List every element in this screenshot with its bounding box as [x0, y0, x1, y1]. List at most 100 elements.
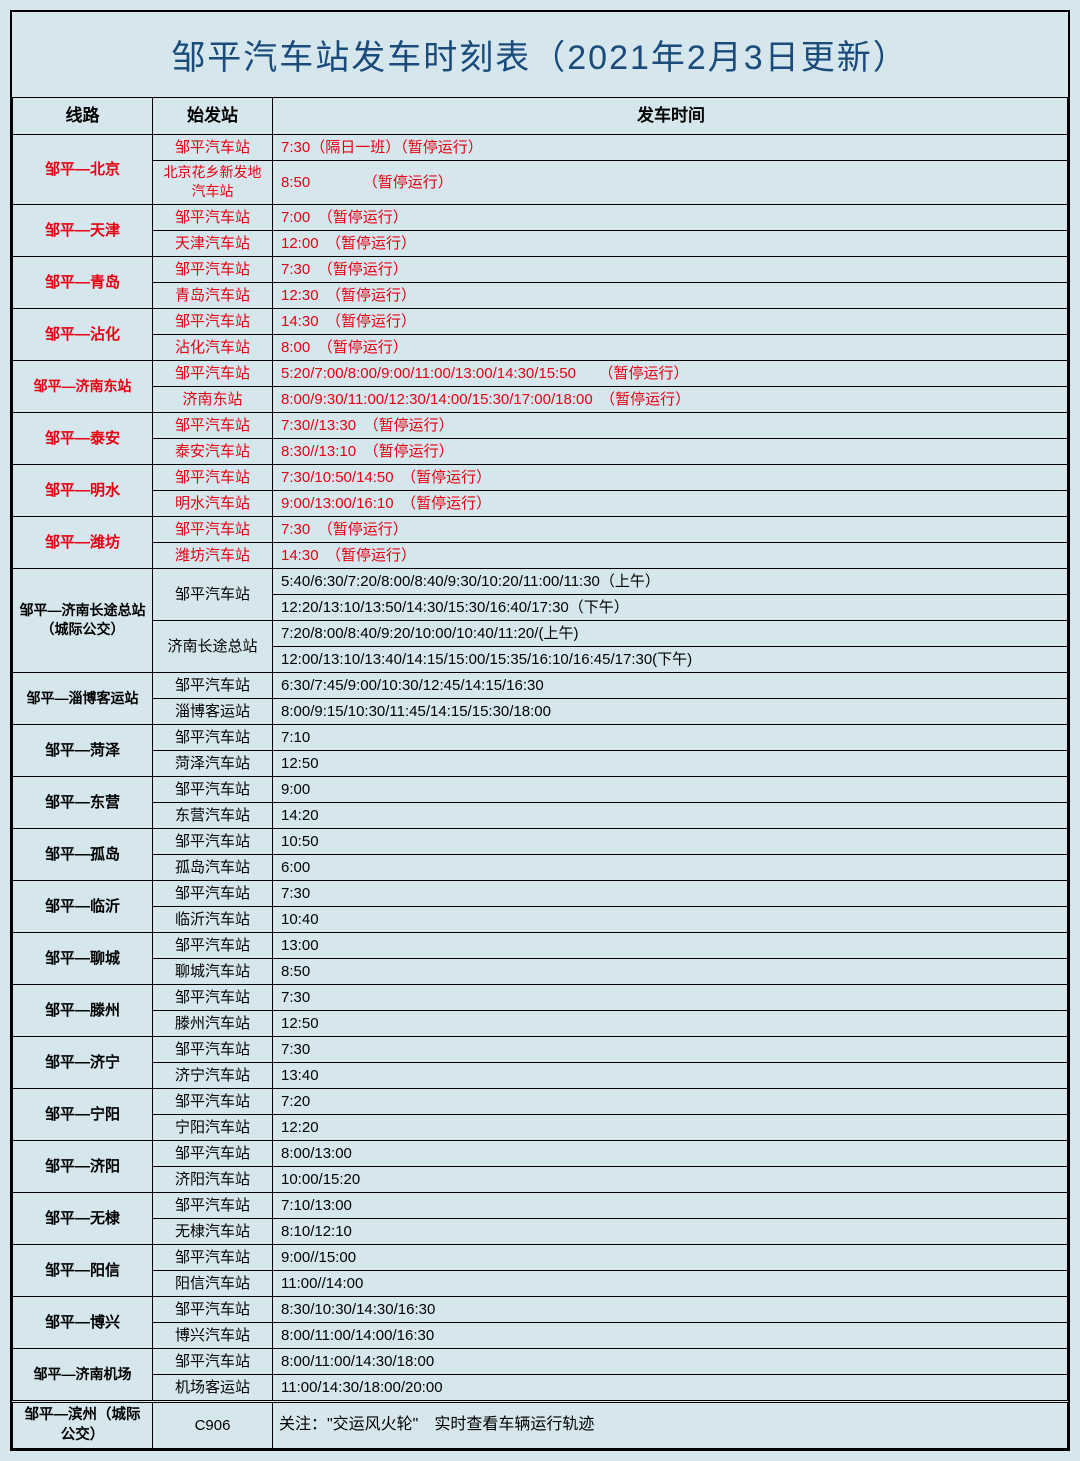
station-cell: 临沂汽车站	[153, 906, 273, 932]
time-cell: 10:40	[273, 906, 1068, 932]
time-cell: 8:00/9:30/11:00/12:30/14:00/15:30/17:00/…	[273, 386, 1068, 412]
time-cell: 8:00/11:00/14:30/18:00	[273, 1348, 1068, 1374]
table-row: 邹平—孤岛邹平汽车站10:50	[13, 828, 1068, 854]
table-row: 济阳汽车站10:00/15:20	[13, 1166, 1068, 1192]
station-cell: 宁阳汽车站	[153, 1114, 273, 1140]
station-cell: 邹平汽车站	[153, 308, 273, 334]
table-row: 邹平—青岛邹平汽车站7:30 （暂停运行）	[13, 256, 1068, 282]
route-cell: 邹平—济宁	[13, 1036, 153, 1088]
time-cell: 12:50	[273, 750, 1068, 776]
route-cell: 邹平—济南东站	[13, 360, 153, 412]
table-body: 邹平—北京邹平汽车站7:30（隔日一班）（暂停运行）北京花乡新发地汽车站8:50…	[13, 134, 1068, 1448]
time-cell: 7:30//13:30 （暂停运行）	[273, 412, 1068, 438]
table-row: 北京花乡新发地汽车站8:50 （暂停运行）	[13, 160, 1068, 204]
table-row: 邹平—泰安邹平汽车站7:30//13:30 （暂停运行）	[13, 412, 1068, 438]
time-cell: 7:30	[273, 1036, 1068, 1062]
route-cell: 邹平—天津	[13, 204, 153, 256]
time-cell: 14:20	[273, 802, 1068, 828]
table-row: 临沂汽车站10:40	[13, 906, 1068, 932]
header-route: 线路	[13, 98, 153, 135]
station-cell: 东营汽车站	[153, 802, 273, 828]
route-cell: 邹平—阳信	[13, 1244, 153, 1296]
schedule-container: 邹平汽车站发车时刻表（2021年2月3日更新） 线路 始发站 发车时间 邹平—北…	[10, 10, 1070, 1451]
footer-code-cell: C906	[153, 1401, 273, 1448]
time-cell: 7:30	[273, 984, 1068, 1010]
table-row: 滕州汽车站12:50	[13, 1010, 1068, 1036]
table-row: 邹平—济南机场邹平汽车站8:00/11:00/14:30/18:00	[13, 1348, 1068, 1374]
time-cell: 12:20	[273, 1114, 1068, 1140]
time-cell: 10:50	[273, 828, 1068, 854]
header-time: 发车时间	[273, 98, 1068, 135]
table-row: 邹平—博兴邹平汽车站8:30/10:30/14:30/16:30	[13, 1296, 1068, 1322]
station-cell: 邹平汽车站	[153, 1140, 273, 1166]
time-cell: 7:30（隔日一班）（暂停运行）	[273, 134, 1068, 160]
table-row: 博兴汽车站8:00/11:00/14:00/16:30	[13, 1322, 1068, 1348]
table-row: 天津汽车站12:00 （暂停运行）	[13, 230, 1068, 256]
time-cell: 11:00/14:30/18:00/20:00	[273, 1374, 1068, 1401]
table-row: 东营汽车站14:20	[13, 802, 1068, 828]
table-row: 邹平—东营邹平汽车站9:00	[13, 776, 1068, 802]
time-cell: 12:00/13:10/13:40/14:15/15:00/15:35/16:1…	[273, 646, 1068, 672]
station-cell: 济阳汽车站	[153, 1166, 273, 1192]
time-cell: 7:20/8:00/8:40/9:20/10:00/10:40/11:20/(上…	[273, 620, 1068, 646]
time-cell: 7:30 （暂停运行）	[273, 256, 1068, 282]
table-row: 无棣汽车站8:10/12:10	[13, 1218, 1068, 1244]
table-row: 济南东站8:00/9:30/11:00/12:30/14:00/15:30/17…	[13, 386, 1068, 412]
station-cell: 滕州汽车站	[153, 1010, 273, 1036]
station-cell: 天津汽车站	[153, 230, 273, 256]
station-cell: 邹平汽车站	[153, 932, 273, 958]
station-cell: 济南东站	[153, 386, 273, 412]
time-cell: 13:00	[273, 932, 1068, 958]
station-cell: 邹平汽车站	[153, 984, 273, 1010]
time-cell: 5:20/7:00/8:00/9:00/11:00/13:00/14:30/15…	[273, 360, 1068, 386]
table-row: 邹平—北京邹平汽车站7:30（隔日一班）（暂停运行）	[13, 134, 1068, 160]
time-cell: 8:00/13:00	[273, 1140, 1068, 1166]
table-row: 邹平—宁阳邹平汽车站7:20	[13, 1088, 1068, 1114]
station-cell: 孤岛汽车站	[153, 854, 273, 880]
time-cell: 11:00//14:00	[273, 1270, 1068, 1296]
station-cell: 邹平汽车站	[153, 204, 273, 230]
time-cell: 8:30/10:30/14:30/16:30	[273, 1296, 1068, 1322]
station-cell: 淄博客运站	[153, 698, 273, 724]
station-cell: 邹平汽车站	[153, 1348, 273, 1374]
route-cell: 邹平—济南机场	[13, 1348, 153, 1401]
table-row: 邹平—明水邹平汽车站7:30/10:50/14:50 （暂停运行）	[13, 464, 1068, 490]
route-cell: 邹平—潍坊	[13, 516, 153, 568]
station-cell: 济宁汽车站	[153, 1062, 273, 1088]
footer-row: 邹平—滨州（城际公交）C906关注："交运风火轮" 实时查看车辆运行轨迹	[13, 1401, 1068, 1448]
station-cell: 邹平汽车站	[153, 360, 273, 386]
table-row: 菏泽汽车站12:50	[13, 750, 1068, 776]
route-cell: 邹平—北京	[13, 134, 153, 204]
time-cell: 5:40/6:30/7:20/8:00/8:40/9:30/10:20/11:0…	[273, 568, 1068, 594]
station-cell: 明水汽车站	[153, 490, 273, 516]
time-cell: 14:30 （暂停运行）	[273, 542, 1068, 568]
table-row: 宁阳汽车站12:20	[13, 1114, 1068, 1140]
time-cell: 9:00	[273, 776, 1068, 802]
footer-route-cell: 邹平—滨州（城际公交）	[13, 1401, 153, 1448]
station-cell: 博兴汽车站	[153, 1322, 273, 1348]
time-cell: 7:10	[273, 724, 1068, 750]
table-row: 阳信汽车站11:00//14:00	[13, 1270, 1068, 1296]
table-row: 邹平—潍坊邹平汽车站7:30 （暂停运行）	[13, 516, 1068, 542]
time-cell: 7:10/13:00	[273, 1192, 1068, 1218]
station-cell: 邹平汽车站	[153, 828, 273, 854]
time-cell: 8:50 （暂停运行）	[273, 160, 1068, 204]
table-row: 明水汽车站9:00/13:00/16:10 （暂停运行）	[13, 490, 1068, 516]
time-cell: 12:30 （暂停运行）	[273, 282, 1068, 308]
time-cell: 8:50	[273, 958, 1068, 984]
table-row: 邹平—临沂邹平汽车站7:30	[13, 880, 1068, 906]
station-cell: 邹平汽车站	[153, 776, 273, 802]
route-cell: 邹平—济阳	[13, 1140, 153, 1192]
time-cell: 7:20	[273, 1088, 1068, 1114]
route-cell: 邹平—泰安	[13, 412, 153, 464]
station-cell: 无棣汽车站	[153, 1218, 273, 1244]
station-cell: 邹平汽车站	[153, 134, 273, 160]
route-cell: 邹平—临沂	[13, 880, 153, 932]
table-row: 邹平—滕州邹平汽车站7:30	[13, 984, 1068, 1010]
table-row: 淄博客运站8:00/9:15/10:30/11:45/14:15/15:30/1…	[13, 698, 1068, 724]
station-cell: 邹平汽车站	[153, 1244, 273, 1270]
time-cell: 14:30 （暂停运行）	[273, 308, 1068, 334]
route-cell: 邹平—菏泽	[13, 724, 153, 776]
table-row: 邹平—无棣邹平汽车站7:10/13:00	[13, 1192, 1068, 1218]
time-cell: 13:40	[273, 1062, 1068, 1088]
